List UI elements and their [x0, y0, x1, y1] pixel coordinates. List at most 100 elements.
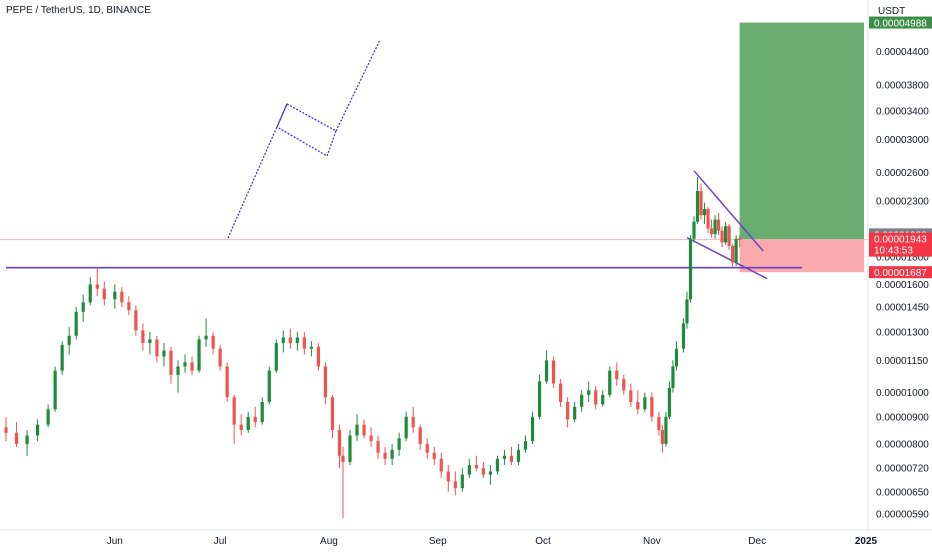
candle	[622, 374, 626, 395]
candle-body	[14, 432, 19, 444]
candle	[337, 424, 342, 469]
time-axis[interactable]: Jun Jul Aug Sep Oct Nov Dec 2025	[0, 529, 932, 547]
candle	[239, 414, 243, 436]
candle-body	[425, 443, 429, 453]
candle-body	[446, 471, 450, 482]
y-tick-label: 0.00001450	[876, 303, 929, 314]
candle-body	[81, 302, 85, 312]
y-tick-label: 0.00000720	[876, 464, 929, 475]
candle	[4, 416, 8, 442]
channel-lower-line	[686, 236, 768, 280]
candle	[566, 397, 570, 428]
candle-body	[544, 360, 549, 382]
candle	[460, 468, 464, 492]
candle	[288, 328, 292, 349]
candle	[281, 330, 285, 353]
candle	[316, 343, 321, 371]
y-tick-label: 0.00001600	[876, 280, 929, 291]
candle	[74, 307, 78, 340]
candle-body	[559, 383, 563, 402]
candle	[738, 235, 742, 248]
candle-body	[460, 474, 464, 489]
candle	[695, 177, 700, 224]
candle	[274, 339, 278, 373]
candle-body	[474, 465, 478, 469]
candle-body	[323, 366, 328, 398]
candle	[267, 366, 271, 405]
candles	[4, 177, 742, 518]
candle-body	[281, 337, 285, 344]
candle-body	[141, 330, 145, 344]
candle-body	[608, 370, 612, 395]
candle-body	[337, 429, 342, 456]
candle	[295, 332, 299, 351]
target-price-tag: 0.00004988	[869, 16, 932, 30]
candle	[681, 318, 686, 353]
candle	[432, 446, 436, 466]
candle-body	[211, 335, 215, 349]
candle-body	[239, 424, 243, 430]
candle	[14, 422, 19, 447]
candle-body	[309, 346, 313, 349]
candle	[102, 281, 106, 306]
candle	[176, 360, 180, 393]
candle	[67, 326, 71, 355]
candle-body	[716, 219, 721, 231]
candle-body	[183, 362, 187, 367]
candle-body	[502, 455, 507, 459]
candle	[225, 362, 229, 402]
candle	[246, 411, 250, 433]
x-tick-label: Jun	[107, 536, 123, 547]
candle-body	[232, 397, 236, 425]
candle-body	[530, 416, 535, 442]
y-tick-label: 0.00004400	[876, 47, 929, 58]
candle	[134, 305, 138, 336]
candle-body	[723, 226, 728, 243]
candle	[330, 394, 335, 439]
candle-body	[397, 438, 401, 450]
candle-body	[330, 397, 335, 430]
y-tick-label: 0.00002600	[876, 168, 929, 179]
candle-body	[453, 481, 457, 489]
candle-body	[60, 344, 64, 371]
candle	[88, 277, 92, 306]
price-axis[interactable]: 0.00004400 0.00003800 0.00003400 0.00003000…	[867, 0, 929, 530]
candle	[660, 424, 665, 453]
x-tick-label: Aug	[320, 536, 338, 547]
candle	[467, 458, 471, 479]
y-tick-label: 0.00001150	[876, 356, 929, 367]
candle	[323, 362, 328, 405]
candle	[309, 341, 313, 357]
candle	[302, 332, 306, 355]
y-tick-label: 0.00000800	[876, 439, 929, 450]
candle	[376, 435, 380, 459]
candle-body	[495, 458, 500, 472]
candle	[53, 366, 57, 412]
candle	[390, 443, 394, 466]
stop-price-tag-bg	[869, 266, 932, 279]
candle-body	[685, 299, 689, 324]
candle	[148, 332, 152, 355]
candle-body	[95, 284, 99, 289]
y-tick-label: 0.00003000	[876, 135, 929, 146]
candle	[60, 341, 64, 375]
candle	[580, 390, 584, 412]
candle-body	[650, 397, 654, 417]
candle-body	[667, 388, 672, 417]
candle-body	[362, 424, 366, 436]
candle	[81, 294, 85, 322]
currency-unit[interactable]: USDT	[878, 6, 906, 17]
candle-body	[713, 219, 717, 235]
candle	[183, 354, 187, 373]
candle	[731, 243, 735, 268]
candle-body	[53, 370, 57, 410]
candle	[587, 381, 591, 402]
candle	[688, 235, 693, 303]
candle	[141, 323, 145, 351]
candle	[559, 379, 563, 407]
candle-body	[706, 208, 710, 229]
candle	[404, 411, 408, 442]
candle-body	[225, 366, 229, 398]
